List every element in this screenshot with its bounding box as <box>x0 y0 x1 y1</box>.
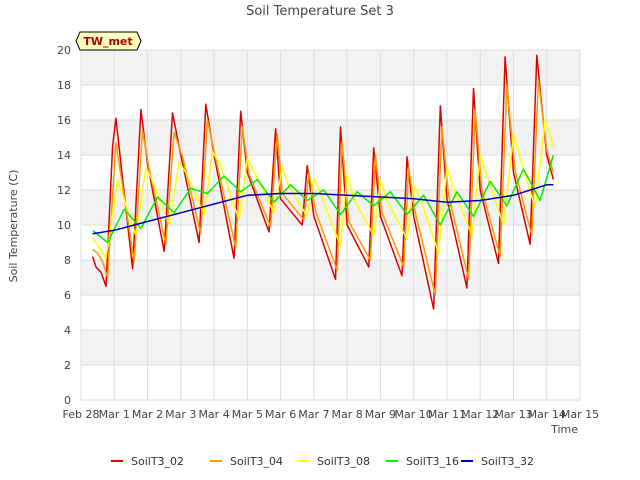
legend-label: SoilT3_16 <box>406 455 459 468</box>
x-tick-label: Mar 15 <box>561 408 599 421</box>
chart-title: Soil Temperature Set 3 <box>246 4 394 19</box>
legend-label: SoilT3_02 <box>131 455 184 468</box>
y-tick-label: 12 <box>57 184 71 197</box>
y-tick-label: 0 <box>64 394 71 407</box>
plot-band <box>81 50 580 85</box>
legend-label: SoilT3_08 <box>317 455 370 468</box>
legend-label: SoilT3_32 <box>481 455 534 468</box>
x-tick-label: Mar 2 <box>132 408 163 421</box>
legend-label: SoilT3_04 <box>230 455 283 468</box>
x-tick-label: Mar 10 <box>395 408 433 421</box>
y-tick-label: 16 <box>57 114 71 127</box>
x-tick-label: Mar 8 <box>332 408 363 421</box>
x-tick-label: Mar 9 <box>365 408 396 421</box>
y-tick-label: 20 <box>57 44 71 57</box>
plot-band <box>81 330 580 365</box>
y-tick-label: 18 <box>57 79 71 92</box>
x-tick-label: Mar 4 <box>198 408 229 421</box>
y-axis-label: Soil Temperature (C) <box>7 170 20 283</box>
x-tick-label: Mar 14 <box>528 408 566 421</box>
y-tick-label: 14 <box>57 149 71 162</box>
x-tick-label: Mar 13 <box>494 408 532 421</box>
x-tick-label: Mar 5 <box>232 408 263 421</box>
station-badge: TW_met <box>75 31 142 51</box>
series-line-soilt3_32 <box>92 184 554 235</box>
x-tick-label: Mar 11 <box>428 408 466 421</box>
x-tick-label: Mar 3 <box>165 408 196 421</box>
legend: SoilT3_02 SoilT3_04 SoilT3_08 SoilT3_16 Soil… <box>111 455 534 468</box>
x-axis-label: Time <box>550 423 578 436</box>
x-axis: Feb 28 Mar 1 Mar 2 Mar 3 Mar 4 Mar 5 Mar 6 Mar … <box>63 408 600 421</box>
station-badge-label: TW_met <box>83 35 132 48</box>
plot-band <box>81 120 580 155</box>
x-tick-label: Mar 12 <box>461 408 499 421</box>
series-lines <box>91 54 555 310</box>
x-tick-label: Feb 28 <box>63 408 100 421</box>
y-tick-label: 6 <box>64 289 71 302</box>
station-badge-shape <box>75 31 142 51</box>
y-tick-label: 10 <box>57 219 71 232</box>
x-tick-label: Mar 1 <box>99 408 130 421</box>
y-axis: 0 2 4 6 8 10 12 14 16 18 20 <box>57 44 71 407</box>
y-tick-label: 2 <box>64 359 71 372</box>
x-tick-label: Mar 6 <box>265 408 296 421</box>
grid-lines <box>80 49 581 401</box>
x-tick-label: Mar 7 <box>298 408 329 421</box>
series-line-soilt3_16 <box>92 154 555 244</box>
y-tick-label: 8 <box>64 254 71 267</box>
y-tick-label: 4 <box>64 324 71 337</box>
